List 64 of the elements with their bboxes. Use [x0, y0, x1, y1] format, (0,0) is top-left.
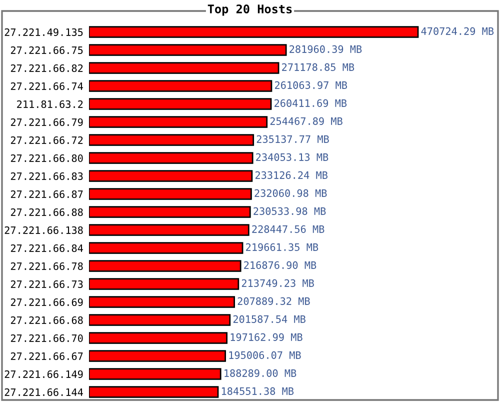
data-label: 188289.00 MB [224, 369, 296, 377]
bar [89, 206, 251, 218]
y-tick-label: 27.221.66.82 [10, 64, 83, 72]
data-label: 216876.90 MB [244, 261, 316, 269]
data-label: 219661.35 MB [246, 243, 318, 251]
bar [89, 98, 272, 110]
bar [89, 350, 226, 362]
data-label: 254467.89 MB [270, 117, 342, 125]
bar [89, 152, 254, 164]
data-label: 235137.77 MB [256, 135, 329, 143]
bar [89, 332, 228, 344]
y-tick-label: 27.221.66.88 [10, 208, 83, 216]
data-label: 197162.99 MB [230, 333, 302, 341]
bar [89, 188, 252, 200]
data-label: 232060.98 MB [254, 189, 327, 197]
data-label: 260411.69 MB [274, 99, 347, 107]
y-tick-label: 27.221.66.80 [10, 154, 83, 162]
bar [89, 368, 222, 380]
y-tick-label: 27.221.66.75 [10, 46, 83, 54]
data-label: 201587.54 MB [233, 315, 306, 323]
data-label: 230533.98 MB [254, 207, 326, 215]
bar [89, 26, 419, 38]
data-label: 213749.23 MB [242, 279, 314, 287]
bar [89, 314, 231, 326]
data-label: 261063.97 MB [274, 81, 348, 89]
y-tick-label: 27.221.66.73 [10, 280, 83, 288]
data-label: 207889.32 MB [238, 297, 310, 305]
data-label: 195006.07 MB [229, 351, 301, 359]
y-tick-label: 27.221.66.67 [10, 352, 83, 360]
y-tick-label: 27.221.66.69 [10, 298, 83, 306]
y-tick-label: 27.221.66.84 [10, 244, 83, 252]
y-tick-label: 27.221.66.74 [10, 82, 83, 90]
data-label: 234053.13 MB [256, 153, 328, 161]
chart-title: Top 20 Hosts [208, 4, 292, 16]
y-tick-label: 27.221.66.79 [10, 118, 83, 126]
data-label: 233126.24 MB [255, 171, 328, 179]
y-tick-label: 211.81.63.2 [17, 100, 83, 108]
bar [89, 260, 242, 272]
bar [89, 386, 219, 398]
bar [89, 296, 235, 308]
bar [89, 80, 272, 92]
data-label: 228447.56 MB [252, 225, 324, 233]
y-tick-label: 27.221.66.144 [4, 388, 83, 396]
data-label: 281960.39 MB [290, 45, 362, 53]
bar [89, 224, 250, 236]
y-tick-label: 27.221.66.87 [10, 190, 83, 198]
y-tick-label: 27.221.66.149 [4, 370, 83, 378]
bar [89, 62, 280, 74]
bar [89, 116, 268, 128]
y-tick-label: 27.221.66.78 [10, 262, 83, 270]
y-tick-label: 27.221.49.135 [4, 28, 83, 36]
data-label: 271178.85 MB [282, 63, 354, 71]
y-tick-label: 27.221.66.83 [10, 172, 83, 180]
bar [89, 134, 254, 146]
y-tick-label: 27.221.66.68 [10, 316, 83, 324]
bar [89, 170, 253, 182]
data-label: 184551.38 MB [222, 387, 294, 395]
bar [89, 44, 287, 56]
y-tick-label: 27.221.66.72 [10, 136, 83, 144]
y-tick-label: 27.221.66.70 [10, 334, 83, 342]
y-tick-label: 27.221.66.138 [4, 226, 83, 234]
data-label: 470724.29 MB [421, 27, 494, 35]
bar [89, 278, 240, 290]
bar [89, 242, 244, 254]
